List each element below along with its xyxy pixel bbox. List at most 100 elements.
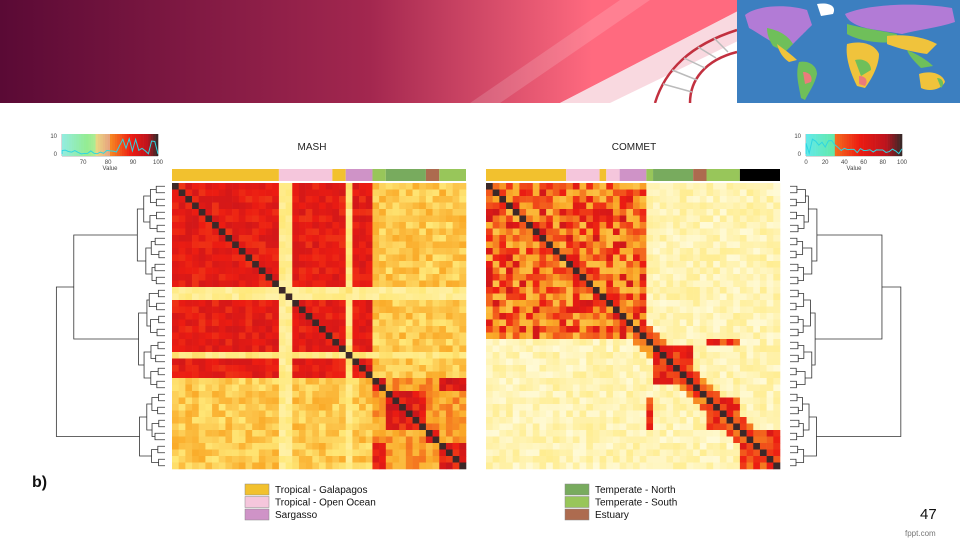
heat-cell xyxy=(579,202,587,210)
heat-cell xyxy=(319,423,326,431)
heat-cell xyxy=(432,274,440,281)
heat-cell xyxy=(733,261,741,268)
heat-cell xyxy=(365,371,373,379)
heat-cell xyxy=(172,189,179,197)
heat-cell xyxy=(185,358,193,366)
color-key-step xyxy=(107,134,111,156)
group-bar-segment xyxy=(606,169,620,181)
heat-cell xyxy=(666,183,674,190)
heat-cell xyxy=(412,241,420,249)
heat-cell xyxy=(739,397,747,405)
heat-cell xyxy=(245,287,253,294)
heat-cell xyxy=(292,436,300,444)
heat-cell xyxy=(425,267,433,275)
heat-cell xyxy=(445,183,453,190)
heat-cell xyxy=(325,209,333,216)
heat-cell xyxy=(439,462,447,470)
heat-cell xyxy=(766,306,774,314)
heat-cell xyxy=(425,365,433,372)
heat-cell xyxy=(599,300,607,307)
heat-cell xyxy=(666,443,674,450)
heat-cell xyxy=(773,410,781,418)
heat-cell xyxy=(258,326,266,333)
heat-cell xyxy=(245,410,253,418)
heat-cell xyxy=(258,222,266,229)
heat-cell xyxy=(218,306,226,314)
heat-cell xyxy=(345,449,353,457)
heat-cell xyxy=(405,462,413,470)
heat-cell xyxy=(419,430,427,437)
heat-cell xyxy=(265,300,273,307)
heat-cell xyxy=(693,417,701,424)
heat-cell xyxy=(673,332,681,340)
heat-cell xyxy=(258,365,266,372)
heat-cell xyxy=(666,430,674,437)
heat-cell xyxy=(566,313,574,320)
heat-cell xyxy=(405,235,413,242)
heat-cell xyxy=(372,228,380,236)
dendrogram-branch xyxy=(145,247,153,275)
dendrogram-branch xyxy=(154,432,165,441)
color-key-step xyxy=(846,134,850,156)
heat-cell xyxy=(212,378,220,385)
heat-cell xyxy=(546,306,554,314)
color-key-step xyxy=(890,134,893,156)
legend-label: Temperate - North xyxy=(595,485,676,496)
heat-cell xyxy=(586,397,594,405)
heat-cell xyxy=(546,443,554,450)
heat-cell xyxy=(172,404,179,411)
heat-cell xyxy=(392,430,400,437)
heat-cell xyxy=(512,384,520,392)
heat-cell xyxy=(265,456,273,463)
heat-cell xyxy=(385,267,393,275)
heat-cell xyxy=(739,443,747,450)
heat-cell xyxy=(653,462,661,470)
heat-cell xyxy=(198,267,206,275)
heat-cell xyxy=(205,196,213,203)
heat-cell xyxy=(673,391,681,398)
heat-cell xyxy=(726,449,734,457)
heat-cell xyxy=(205,222,213,229)
heat-cell xyxy=(693,261,701,268)
heat-cell xyxy=(452,319,460,327)
slide-number: 47 xyxy=(920,506,937,523)
heat-cell xyxy=(339,365,347,372)
heat-cell xyxy=(539,423,547,431)
heat-cell xyxy=(546,248,554,255)
heat-cell xyxy=(185,248,193,255)
heat-cell xyxy=(706,306,714,314)
heat-cell xyxy=(325,352,333,359)
heat-cell xyxy=(412,248,420,255)
heat-cell xyxy=(272,209,280,216)
heat-cell xyxy=(566,365,574,372)
heat-cell xyxy=(218,300,226,307)
heat-cell xyxy=(626,287,634,294)
heat-cell xyxy=(759,196,767,203)
heat-cell xyxy=(385,371,393,379)
heat-cell xyxy=(238,267,246,275)
heat-cell xyxy=(532,215,540,223)
heat-cell xyxy=(432,339,440,346)
heat-cell xyxy=(486,209,493,216)
heat-cell xyxy=(232,228,240,236)
heat-cell xyxy=(579,209,587,216)
heat-cell xyxy=(285,235,293,242)
heat-cell xyxy=(586,410,594,418)
heat-cell xyxy=(486,215,493,223)
heat-cell xyxy=(359,280,367,288)
heat-cell xyxy=(439,345,447,353)
heat-cell xyxy=(626,293,634,301)
heat-cell xyxy=(532,241,540,249)
heat-cell xyxy=(506,352,514,359)
heat-cell xyxy=(305,248,313,255)
heat-cell xyxy=(385,332,393,340)
heat-cell xyxy=(492,261,500,268)
heat-cell xyxy=(439,215,447,223)
heat-cell xyxy=(773,371,781,379)
heat-cell xyxy=(606,209,614,216)
heat-cell xyxy=(452,267,460,275)
heat-cell xyxy=(746,378,754,385)
dendrogram-branch xyxy=(155,185,165,194)
color-key-step xyxy=(143,134,147,156)
